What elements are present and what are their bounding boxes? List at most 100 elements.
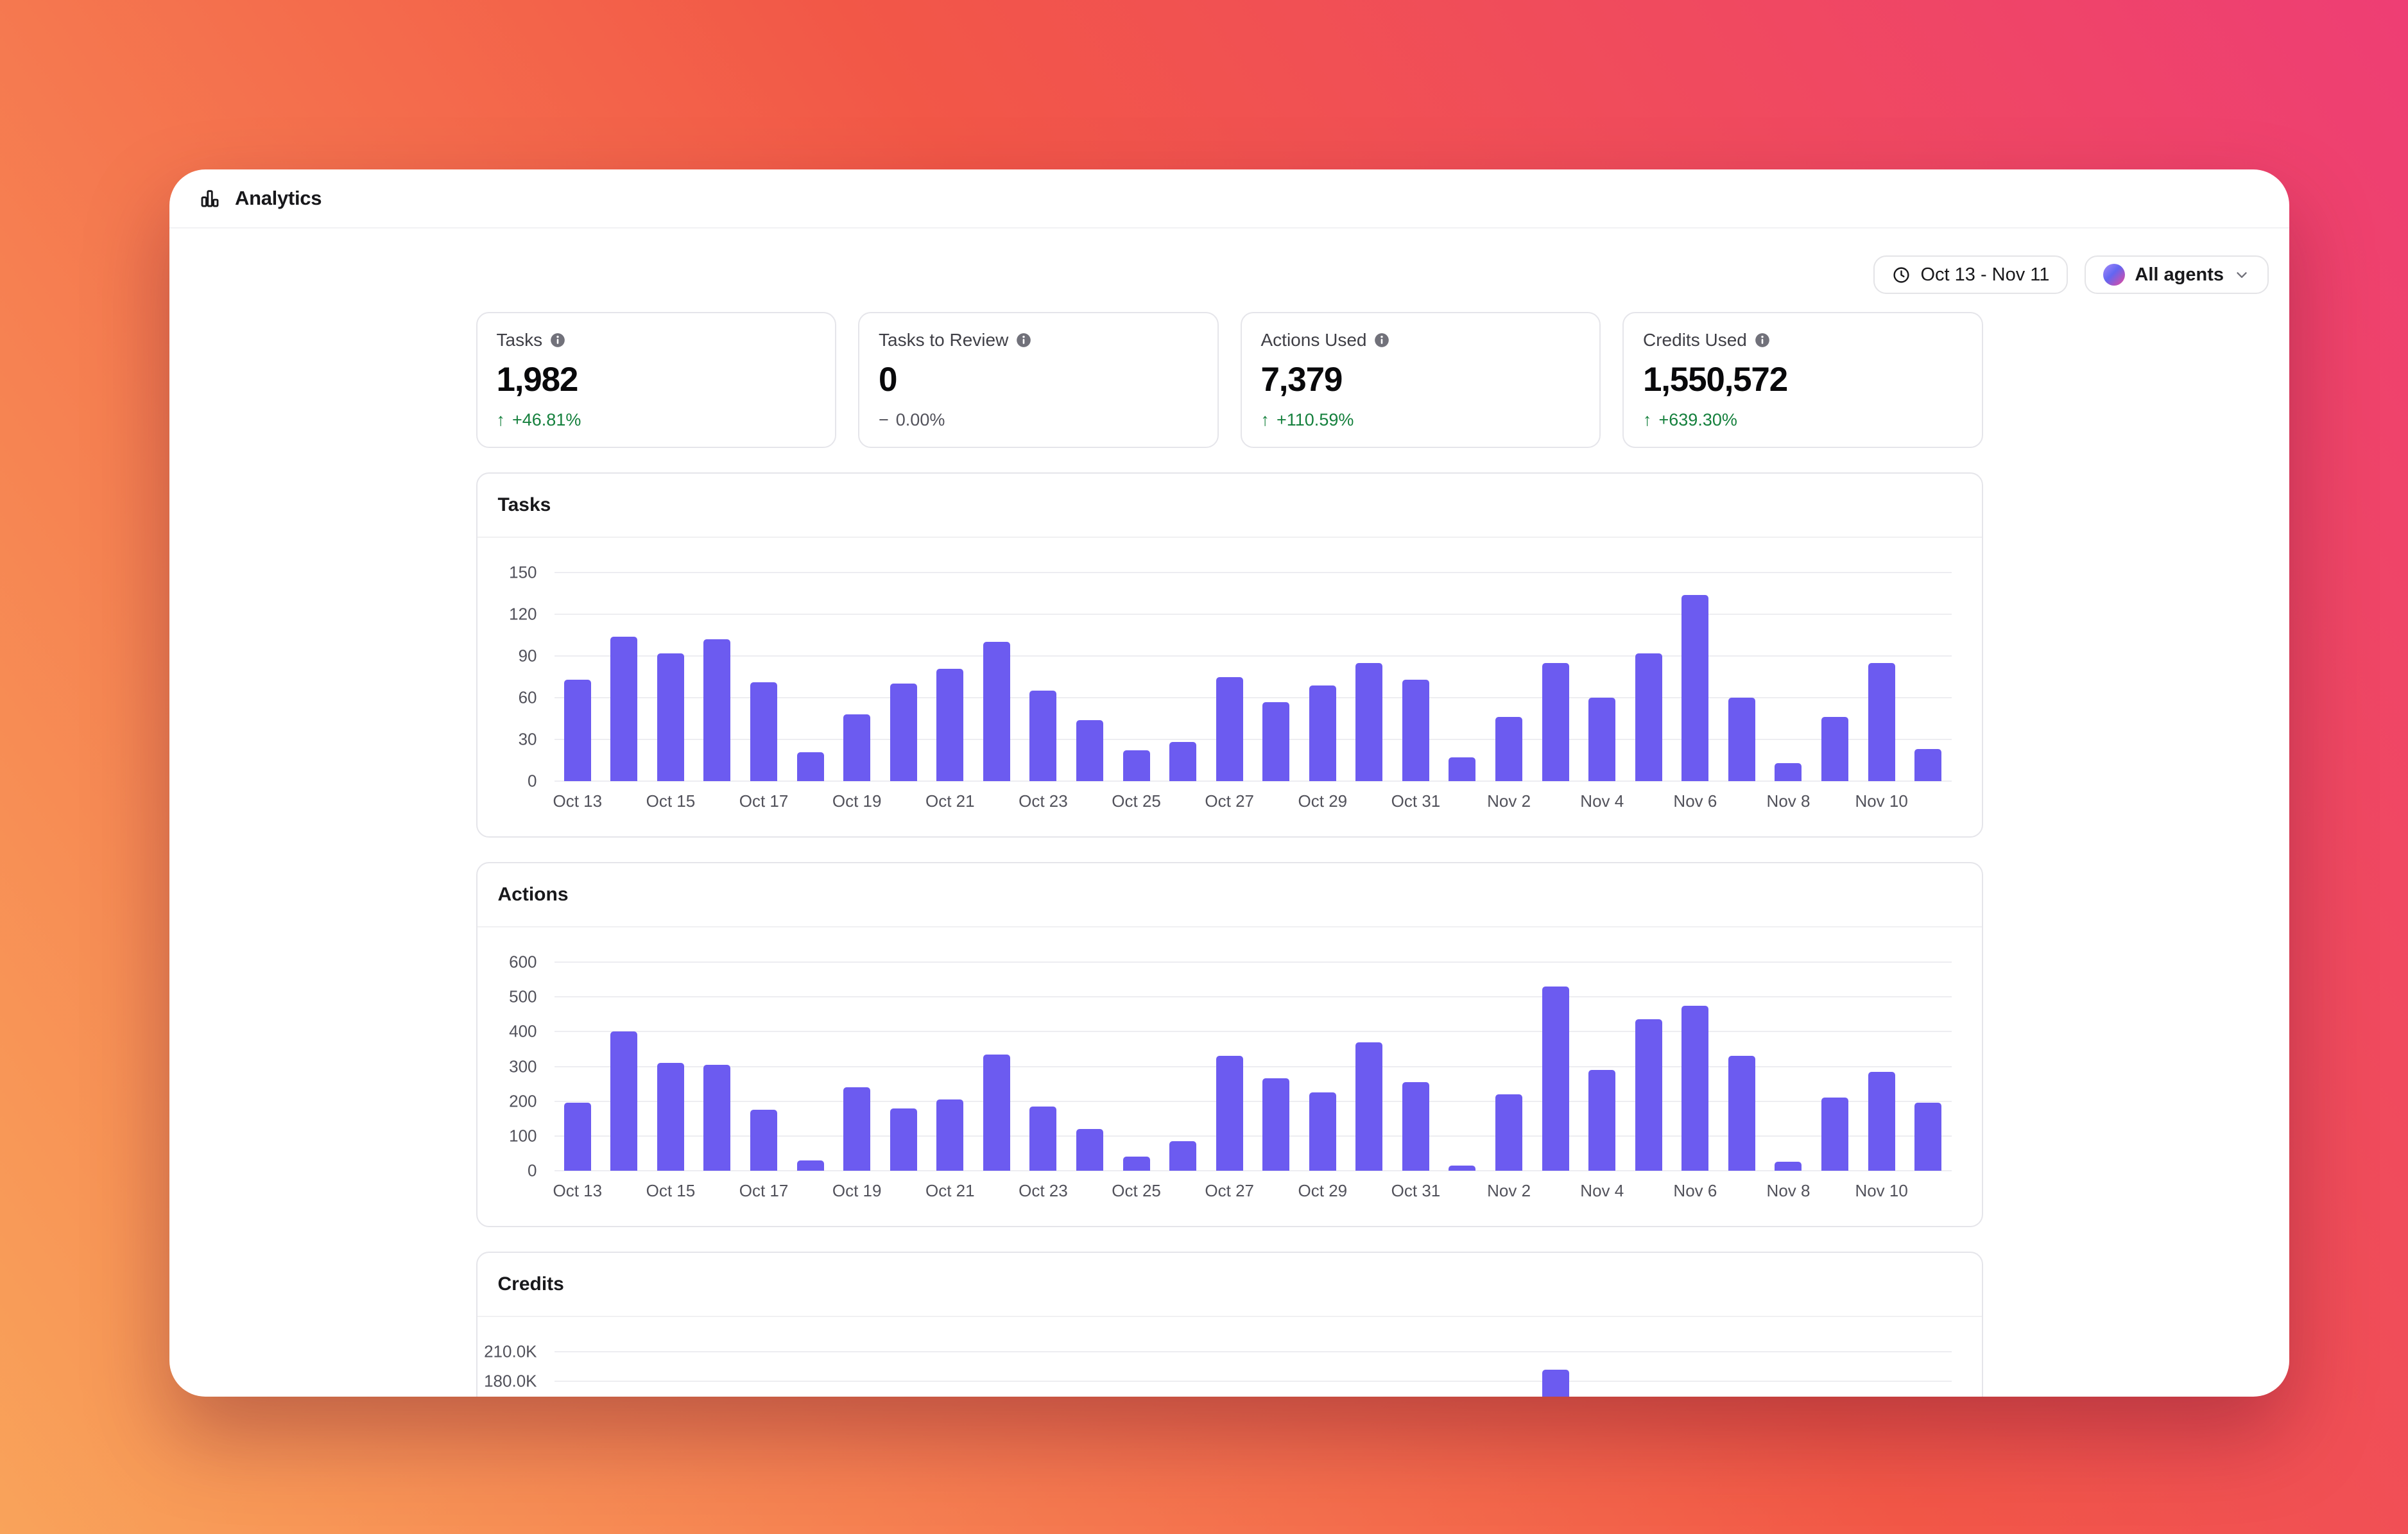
bar-oct-15[interactable] (657, 653, 684, 781)
bar-nov-3[interactable] (1542, 662, 1569, 781)
bar-nov-6[interactable] (1681, 594, 1709, 781)
bar-oct-22[interactable] (983, 1054, 1010, 1171)
stat-label: Credits Used (1643, 330, 1747, 350)
x-axis-tick-label: Oct 29 (1298, 1181, 1348, 1200)
bar-slot (1300, 573, 1346, 781)
bar-oct-18[interactable] (796, 1160, 824, 1171)
bar-nov-10[interactable] (1868, 1071, 1895, 1171)
bar-nov-4[interactable] (1588, 698, 1616, 781)
bar-oct-28[interactable] (1262, 1078, 1290, 1171)
bar-oct-13[interactable] (563, 1103, 591, 1171)
bar-oct-22[interactable] (983, 642, 1010, 781)
panel-title: Actions (477, 863, 1982, 927)
bar-oct-19[interactable] (843, 1087, 871, 1171)
bar-oct-14[interactable] (610, 1031, 638, 1171)
chart-x-axis: Oct 13 Oct 15 Oct 17 Oct 19 Oct 21 Oct 23 Oct … (553, 1171, 1952, 1200)
bar-oct-26[interactable] (1169, 742, 1197, 781)
agents-avatar (2103, 264, 2126, 286)
bar-oct-15[interactable] (657, 1063, 684, 1171)
agents-filter-dropdown[interactable]: All agents (2085, 255, 2269, 294)
stat-value: 7,379 (1260, 361, 1343, 399)
bar-nov-3[interactable] (1542, 1369, 1569, 1397)
bar-oct-30[interactable] (1355, 1042, 1383, 1171)
bar-nov-6[interactable] (1681, 1005, 1709, 1171)
bar-nov-5[interactable] (1635, 653, 1662, 781)
bar-oct-24[interactable] (1076, 720, 1103, 781)
y-axis-tick-label: 0 (528, 1160, 537, 1180)
bar-oct-27[interactable] (1216, 677, 1243, 781)
bar-nov-8[interactable] (1775, 763, 1802, 781)
bar-slot (648, 573, 694, 781)
bar-oct-14[interactable] (610, 636, 638, 781)
bar-oct-13[interactable] (563, 679, 591, 781)
x-axis-tick-label: Oct 15 (646, 791, 696, 811)
y-axis-tick-label: 100 (509, 1126, 537, 1146)
bar-slot (694, 573, 741, 781)
bar-oct-31[interactable] (1402, 1082, 1429, 1171)
bar-nov-1[interactable] (1449, 757, 1476, 781)
bar-oct-28[interactable] (1262, 702, 1290, 781)
bar-oct-29[interactable] (1309, 685, 1336, 781)
stat-delta: ↑ +46.81% (497, 410, 816, 430)
stat-delta: − 0.00% (879, 410, 1198, 430)
bar-nov-11[interactable] (1914, 1103, 1942, 1171)
bar-oct-25[interactable] (1122, 750, 1150, 781)
date-range-label: Oct 13 - Nov 11 (1920, 264, 2050, 285)
bar-slot (974, 1352, 1020, 1397)
bar-oct-24[interactable] (1076, 1129, 1103, 1171)
gridline (554, 1135, 1952, 1137)
credits-chart-panel: Credits 030.0K60.0K90.0K120.0K150.0K180.… (476, 1252, 1983, 1397)
bar-slot (1858, 573, 1905, 781)
gridline (554, 655, 1952, 657)
bar-nov-5[interactable] (1635, 1019, 1662, 1171)
bar-oct-26[interactable] (1169, 1141, 1197, 1171)
bar-oct-21[interactable] (936, 668, 964, 781)
bar-oct-19[interactable] (843, 714, 871, 781)
bar-oct-21[interactable] (936, 1099, 964, 1171)
info-icon[interactable] (1015, 332, 1032, 349)
bar-nov-3[interactable] (1542, 986, 1569, 1171)
bar-oct-16[interactable] (703, 1064, 731, 1171)
bar-slot (1346, 573, 1393, 781)
bar-slot (1253, 573, 1300, 781)
bar-oct-20[interactable] (890, 684, 917, 781)
bar-oct-30[interactable] (1355, 662, 1383, 781)
bar-slot (1160, 573, 1207, 781)
bar-nov-7[interactable] (1728, 698, 1755, 781)
bar-nov-2[interactable] (1495, 1094, 1523, 1171)
info-icon[interactable] (1754, 332, 1771, 349)
bar-oct-16[interactable] (703, 639, 731, 781)
bar-nov-2[interactable] (1495, 717, 1523, 781)
bar-oct-20[interactable] (890, 1108, 917, 1171)
info-icon[interactable] (1373, 332, 1390, 349)
bar-nov-9[interactable] (1821, 1098, 1848, 1171)
bar-nov-7[interactable] (1728, 1056, 1755, 1171)
bar-oct-23[interactable] (1029, 691, 1057, 781)
x-axis-tick-label: Oct 21 (925, 791, 975, 811)
bar-nov-10[interactable] (1868, 662, 1895, 781)
bar-nov-4[interactable] (1588, 1069, 1616, 1171)
bar-nov-9[interactable] (1821, 717, 1848, 781)
date-range-button[interactable]: Oct 13 - Nov 11 (1873, 255, 2068, 294)
bar-oct-29[interactable] (1309, 1092, 1336, 1171)
x-axis-tick-label: Oct 31 (1391, 1181, 1441, 1200)
bar-slot (880, 1352, 927, 1397)
bar-oct-17[interactable] (750, 682, 778, 781)
bar-oct-18[interactable] (796, 752, 824, 781)
info-icon[interactable] (549, 332, 566, 349)
bar-slot (1020, 962, 1067, 1171)
bar-oct-17[interactable] (750, 1110, 778, 1171)
bar-nov-8[interactable] (1775, 1162, 1802, 1171)
trend-icon: − (879, 410, 889, 429)
bar-oct-27[interactable] (1216, 1056, 1243, 1171)
chart-plot (554, 961, 1952, 1171)
bar-slot (834, 573, 881, 781)
bar-oct-23[interactable] (1029, 1106, 1057, 1171)
bar-slot (648, 1352, 694, 1397)
bar-oct-25[interactable] (1122, 1157, 1150, 1171)
bar-oct-31[interactable] (1402, 679, 1429, 781)
bar-nov-11[interactable] (1914, 749, 1942, 781)
bar-nov-1[interactable] (1449, 1165, 1476, 1171)
bar-slot (1020, 1352, 1067, 1397)
stat-card-credits-used: Credits Used 1,550,572 ↑ +639.30% (1622, 312, 1983, 448)
